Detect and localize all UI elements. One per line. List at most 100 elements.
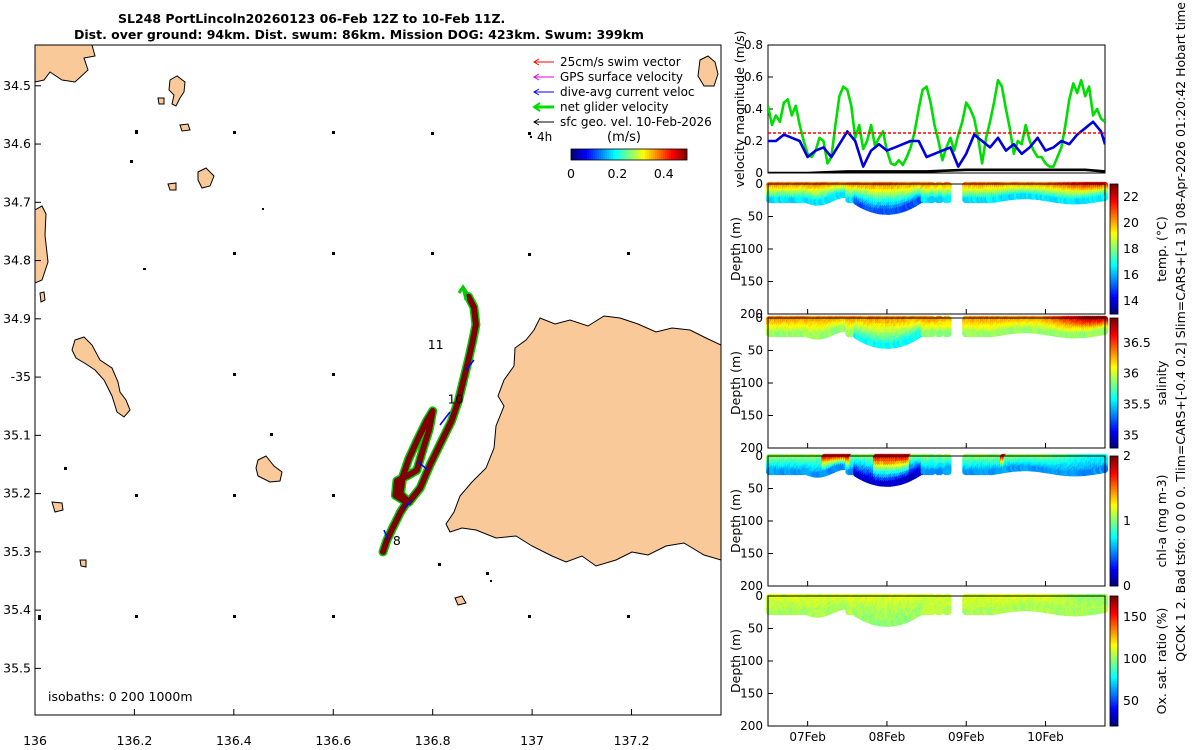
map-colorbar-swatch	[659, 149, 662, 160]
section-colorbar-tick-label: 36.5	[1123, 335, 1151, 350]
current-vector	[403, 499, 413, 509]
map-colorbar-swatch	[661, 149, 664, 160]
map-colorbar-swatch	[623, 149, 626, 160]
map-border	[34, 44, 722, 716]
map-colorbar-swatch	[603, 149, 606, 160]
section-y-tick-label: 0	[755, 449, 763, 463]
section-ylabel: Depth (m)	[728, 351, 743, 415]
section-axes-bg	[768, 184, 1105, 314]
section-colorbar-tick-label: 2	[1123, 448, 1131, 463]
map-colorbar-swatch	[631, 149, 634, 160]
chart-title-line1: SL248 PortLincoln20260123 06-Feb 12Z to …	[118, 11, 506, 26]
isobath-note: isobaths: 0 200 1000m	[48, 689, 193, 704]
kangaroo-island	[445, 315, 721, 567]
section-y-tick-label: 150	[740, 275, 763, 289]
map-x-tick-label: 136.8	[415, 733, 451, 748]
map-y-tick-label: 35.1	[3, 427, 31, 442]
island-west-small	[39, 291, 46, 303]
map-colorbar-swatch	[667, 149, 670, 160]
map-colorbar-swatch	[681, 149, 684, 160]
map-colorbar-swatch	[619, 149, 622, 160]
legend-current-velocity: dive-avg current veloc	[533, 85, 695, 99]
map-y-tick-label: 35.5	[3, 660, 31, 675]
mainland-west-coast	[35, 45, 96, 83]
map-colorbar-swatch	[579, 149, 582, 160]
map-colorbar-swatch	[665, 149, 668, 160]
map-colorbar-swatch	[649, 149, 652, 160]
map-colorbar-swatch	[587, 149, 590, 160]
legend-net-velocity: net glider velocity	[532, 100, 668, 114]
current-vector	[465, 359, 475, 371]
map-panel: 136 136.2 136.4 136.6 136.8 137 137.2 34.534.6…	[3, 44, 722, 748]
map-x-tick-label: 136	[23, 733, 47, 748]
map-colorbar-swatch	[617, 149, 620, 160]
coast-strip-west	[35, 205, 49, 284]
map-y-tick-label: 34.6	[3, 136, 31, 151]
map-colorbar-swatch	[635, 149, 638, 160]
legend-swim-vector: 25cm/s swim vector	[533, 55, 681, 69]
map-colorbar-swatch	[585, 149, 588, 160]
map-colorbar-swatch	[651, 149, 654, 160]
map-colorbar-swatch	[673, 149, 676, 160]
current-vector	[383, 529, 389, 541]
map-colorbar-swatch	[629, 149, 632, 160]
current-vector	[439, 411, 451, 426]
map-colorbar-swatch	[599, 149, 602, 160]
map-colorbar-tick-label: 0	[567, 166, 575, 181]
section-colorbar-label: chl-a (mg m-3)	[1154, 475, 1169, 568]
legend-geo-velocity: sfc geo. vel. 10-Feb-2026	[533, 115, 712, 129]
map-colorbar	[571, 149, 688, 160]
map-colorbar-swatch	[607, 149, 610, 160]
section-sample	[936, 196, 944, 204]
map-colorbar-swatch	[593, 149, 596, 160]
day-label: 8	[393, 533, 401, 548]
velocity-series-line	[768, 168, 1105, 173]
map-colorbar-swatch	[571, 149, 574, 160]
map-colorbar-swatch	[645, 149, 648, 160]
map-colorbar-swatch	[597, 149, 600, 160]
map-colorbar-title: (m/s)	[607, 130, 641, 145]
map-colorbar-tick-label: 0.2	[607, 166, 627, 181]
section-y-tick-label: 150	[740, 547, 763, 561]
map-x-tick-label: 136.6	[315, 733, 351, 748]
map-colorbar-tick-label: 0.4	[654, 166, 674, 181]
island-mid-1	[255, 455, 283, 483]
map-colorbar-swatch	[639, 149, 642, 160]
map-colorbar-swatch	[685, 149, 688, 160]
day-label: 10	[448, 391, 464, 406]
section-y-tick-label: 150	[740, 409, 763, 423]
velocity-y-tick-label: 0.6	[744, 70, 763, 84]
map-colorbar-swatch	[655, 149, 658, 160]
map-colorbar-swatch	[683, 149, 686, 160]
map-y-tick-label: 34.7	[3, 194, 31, 209]
map-x-tick-label: 137.2	[614, 733, 650, 748]
land-layer	[35, 45, 721, 606]
section-sample	[944, 330, 952, 338]
map-colorbar-swatch	[613, 149, 616, 160]
dive-avg-current-vectors	[383, 359, 475, 541]
map-colorbar-swatch	[601, 149, 604, 160]
velocity-panel: 00.20.40.60.8 velocity magnitude (m/s)	[732, 30, 1106, 188]
section-colorbar-tick-label: 36	[1123, 366, 1139, 381]
map-colorbar-swatch	[615, 149, 618, 160]
legend-label-swim: 25cm/s swim vector	[560, 55, 681, 69]
section-y-tick-label: 50	[748, 344, 763, 358]
map-colorbar-swatch	[637, 149, 640, 160]
map-colorbar-swatch	[653, 149, 656, 160]
section-sample	[944, 196, 952, 204]
section-colorbar-tick-label: 35	[1123, 428, 1139, 443]
shoal-marks	[38, 130, 630, 620]
section-colorbar-tick-label: 14	[1123, 293, 1139, 308]
map-x-tick-label: 136.2	[117, 733, 153, 748]
legend-label-gps: GPS surface velocity	[560, 70, 683, 84]
map-colorbar-swatch	[647, 149, 650, 160]
legend-time-marker: 4h	[537, 130, 552, 144]
map-colorbar-swatch	[625, 149, 628, 160]
map-y-ticks: 34.534.634.734.834.9-3535.135.235.335.43…	[3, 78, 41, 675]
velocity-ylabel: velocity magnitude (m/s)	[732, 30, 747, 187]
section-y-tick-label: 100	[740, 514, 763, 528]
